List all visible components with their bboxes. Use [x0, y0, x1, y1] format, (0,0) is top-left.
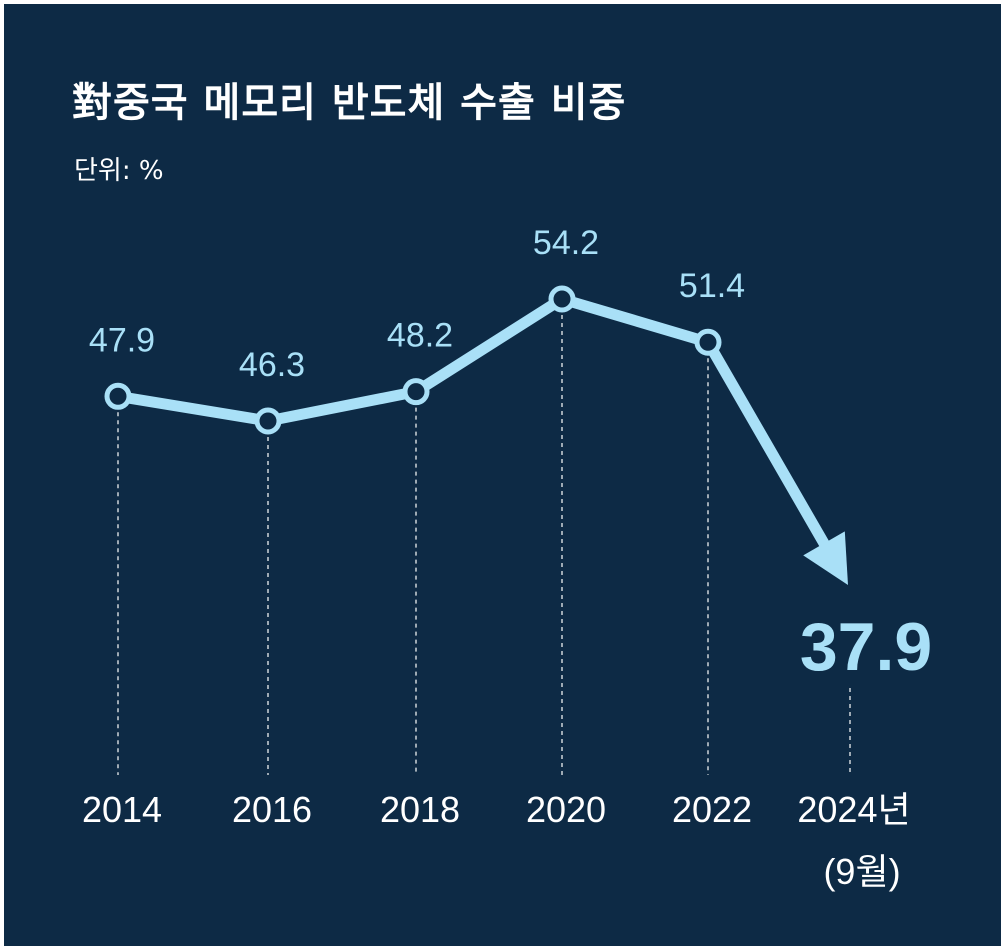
- data-point-2016: [254, 407, 282, 435]
- series-arrow-shaft: [702, 336, 832, 553]
- unit-label: 단위: %: [74, 156, 164, 186]
- x-tick-label-2018: 2018: [380, 789, 460, 830]
- x-tick-label-2022: 2022: [672, 789, 752, 830]
- x-tick-sublabel: (9월): [823, 851, 900, 892]
- value-label-2024: 37.9: [800, 609, 932, 685]
- data-point-2018: [402, 378, 430, 406]
- value-label-2022: 51.4: [679, 267, 745, 305]
- series-arrow-head: [803, 531, 848, 585]
- x-tick-label-2014: 2014: [82, 789, 162, 830]
- value-label-2020: 54.2: [533, 224, 599, 262]
- value-label-2016: 46.3: [239, 346, 305, 384]
- value-label-2018: 48.2: [387, 317, 453, 355]
- x-tick-label-2024: 2024년: [797, 789, 910, 830]
- x-tick-label-2020: 2020: [526, 789, 606, 830]
- chart-title: 對중국 메모리 반도체 수출 비중: [72, 80, 627, 126]
- data-point-2022: [694, 328, 722, 356]
- data-point-2014: [104, 382, 132, 410]
- value-label-2014: 47.9: [89, 321, 155, 359]
- x-tick-label-2016: 2016: [232, 789, 312, 830]
- data-point-2020: [548, 285, 576, 313]
- chart-card: 對중국 메모리 반도체 수출 비중 단위: %: [4, 4, 1001, 946]
